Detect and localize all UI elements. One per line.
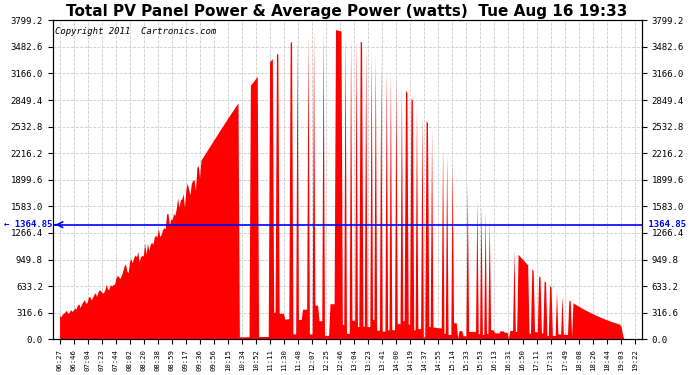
- Text: 1364.85: 1364.85: [643, 220, 686, 229]
- Text: ← 1364.85: ← 1364.85: [4, 220, 52, 229]
- Title: Total PV Panel Power & Average Power (watts)  Tue Aug 16 19:33: Total PV Panel Power & Average Power (wa…: [66, 4, 628, 19]
- Text: Copyright 2011  Cartronics.com: Copyright 2011 Cartronics.com: [55, 27, 217, 36]
